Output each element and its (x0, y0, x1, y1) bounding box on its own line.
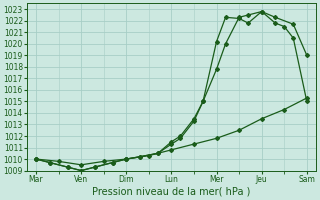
X-axis label: Pression niveau de la mer( hPa ): Pression niveau de la mer( hPa ) (92, 187, 251, 197)
